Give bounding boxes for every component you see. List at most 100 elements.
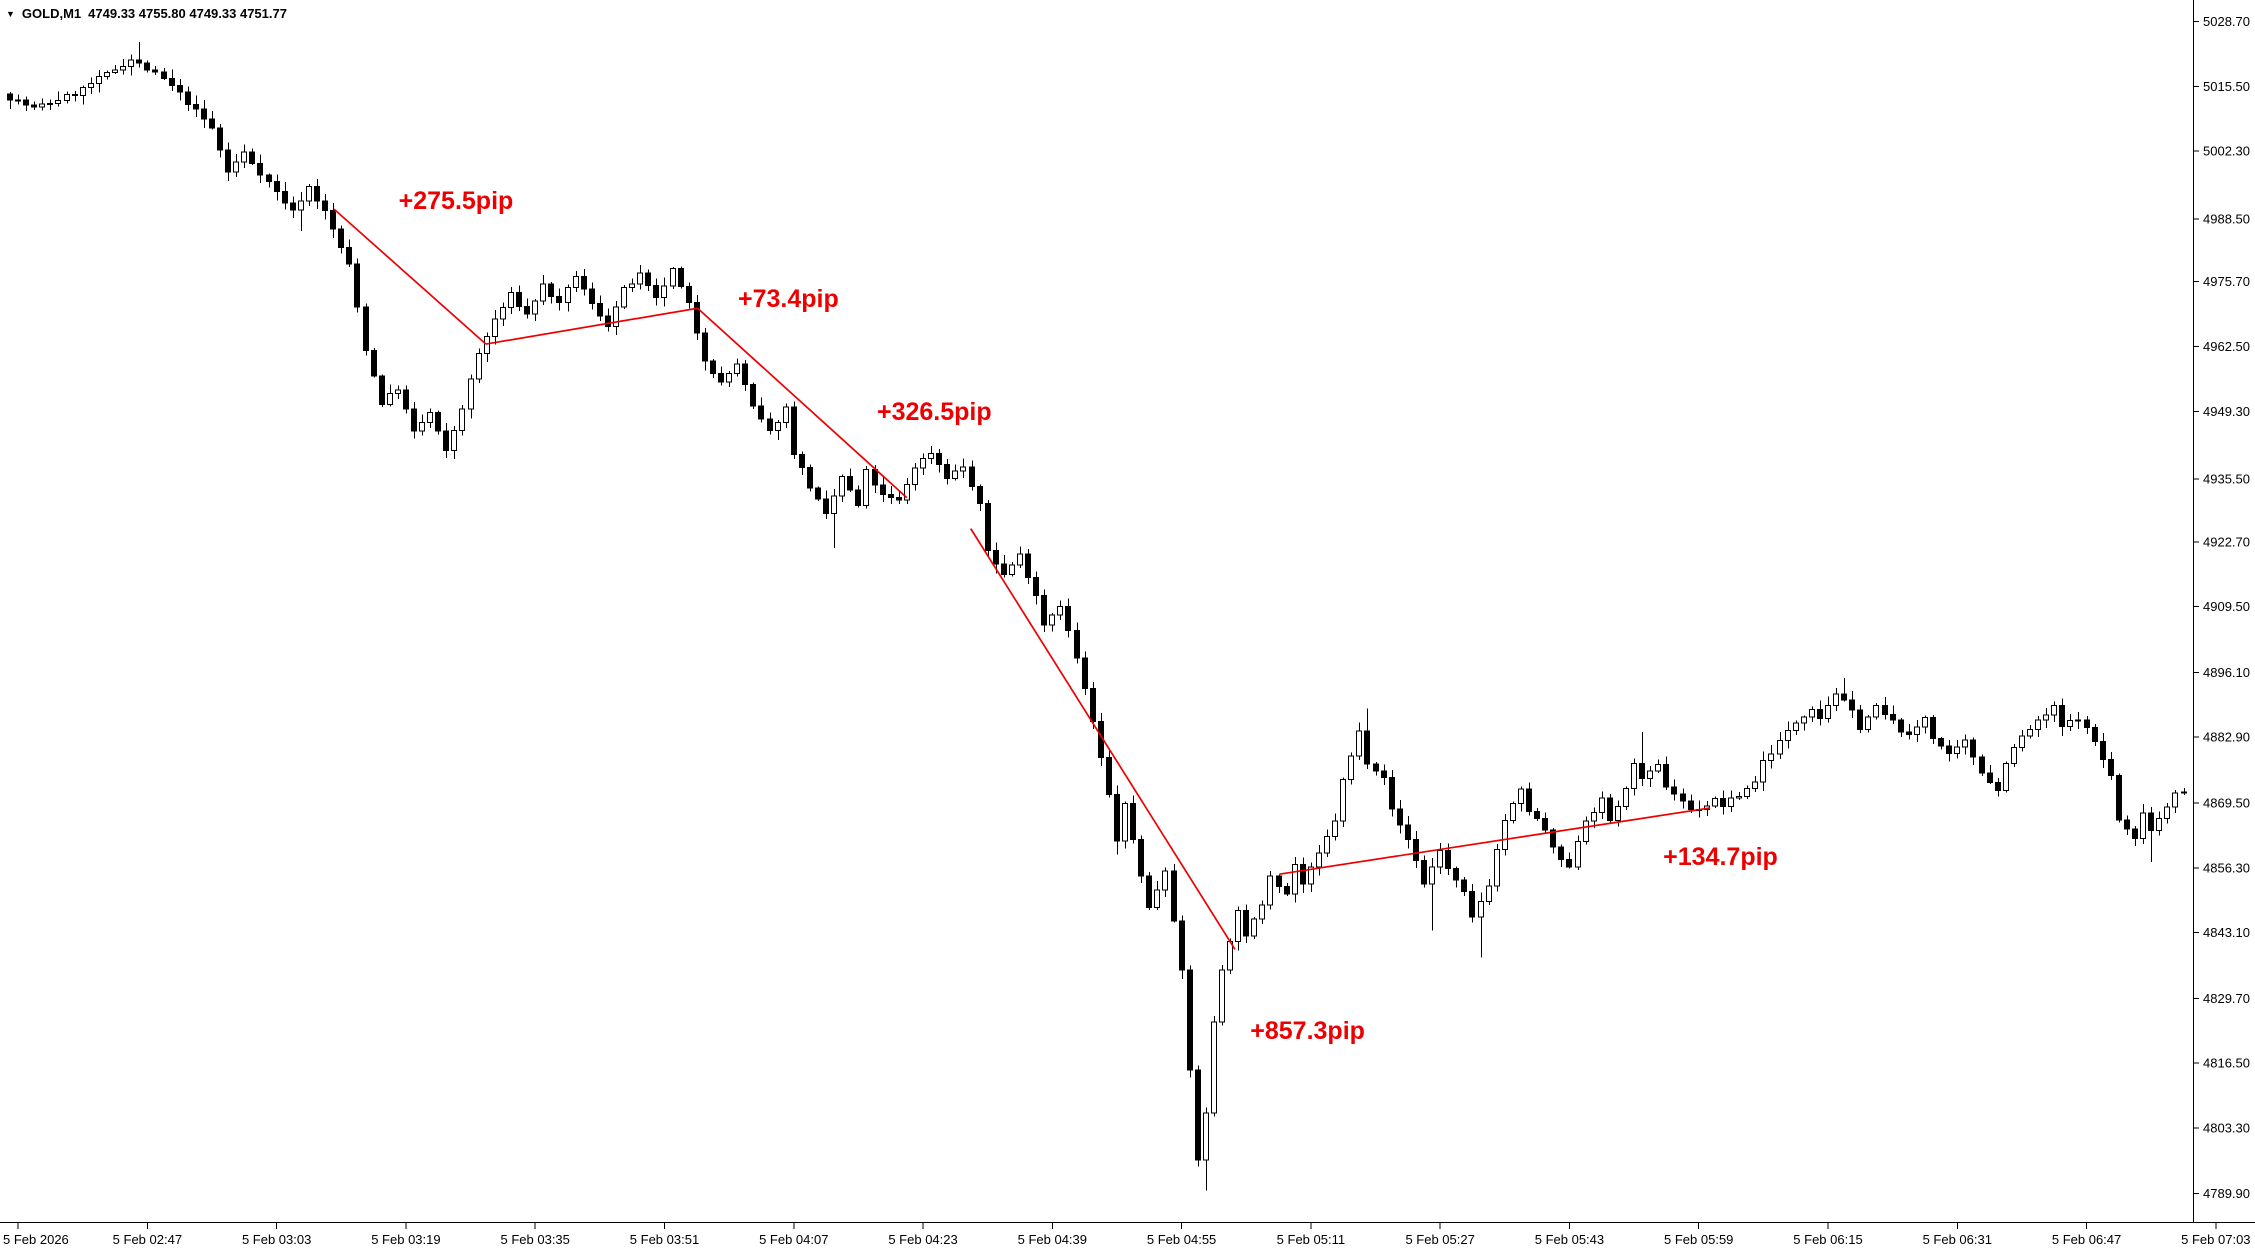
candle-body bbox=[637, 272, 643, 285]
candle-body bbox=[80, 86, 86, 97]
candle-body bbox=[1057, 605, 1063, 616]
candle-body bbox=[863, 468, 869, 507]
price-axis-label: 5015.50 bbox=[2203, 79, 2250, 94]
candle-body bbox=[1389, 777, 1395, 810]
candle-body bbox=[2092, 727, 2098, 743]
time-axis-label: 5 Feb 07:03 bbox=[2181, 1232, 2250, 1247]
candle-body bbox=[904, 483, 910, 501]
candle-body bbox=[1865, 716, 1871, 731]
candle-body bbox=[2043, 714, 2049, 721]
trend-line[interactable] bbox=[485, 307, 698, 345]
candle-body bbox=[15, 99, 21, 102]
candle-body bbox=[1793, 722, 1799, 731]
symbol-name: GOLD,M1 bbox=[21, 6, 82, 21]
candle-body bbox=[282, 190, 288, 204]
candle-body bbox=[1979, 756, 1985, 774]
candle-body bbox=[1090, 688, 1096, 722]
candle-body bbox=[39, 103, 45, 108]
candle-body bbox=[508, 292, 514, 308]
time-axis-label: 5 Feb 06:31 bbox=[1923, 1232, 1992, 1247]
price-scale[interactable]: 5028.70 5015.50 5002.30 4988.50 4975.70 4962.… bbox=[2193, 0, 2250, 1222]
candle-body bbox=[1235, 910, 1241, 942]
candle-body bbox=[734, 363, 740, 375]
time-axis-label: 5 Feb 03:19 bbox=[371, 1232, 440, 1247]
candle-body bbox=[1348, 755, 1354, 780]
candle-body bbox=[1809, 709, 1815, 718]
candle-body bbox=[136, 59, 142, 64]
price-axis-label: 4962.50 bbox=[2203, 339, 2250, 354]
candle-body bbox=[1276, 875, 1282, 888]
candle-body bbox=[1162, 870, 1168, 891]
candle-body bbox=[104, 71, 110, 78]
candle-body bbox=[1987, 772, 1993, 783]
candle-body bbox=[1340, 778, 1346, 822]
candle-body bbox=[7, 93, 13, 101]
time-axis-label: 5 Feb 03:35 bbox=[501, 1232, 570, 1247]
pip-measurement-label: +73.4pip bbox=[738, 285, 839, 314]
candle-body bbox=[492, 318, 498, 338]
trend-line[interactable] bbox=[333, 208, 487, 345]
candle-body bbox=[880, 484, 886, 495]
candle-body bbox=[831, 495, 837, 514]
candle-body bbox=[233, 161, 239, 173]
candle-body bbox=[993, 550, 999, 565]
time-axis-label: 5 Feb 03:51 bbox=[630, 1232, 699, 1247]
candle-body bbox=[823, 498, 829, 514]
candle-body bbox=[96, 76, 102, 85]
price-axis-label: 4975.70 bbox=[2203, 274, 2250, 289]
candle-body bbox=[2035, 719, 2041, 731]
candle-body bbox=[1267, 875, 1273, 906]
candle-body bbox=[678, 268, 684, 287]
candle-body bbox=[1478, 901, 1484, 918]
candle-body bbox=[694, 302, 700, 334]
candle-body bbox=[1599, 797, 1605, 813]
candle-body bbox=[1566, 858, 1572, 868]
candle-body bbox=[1922, 717, 1928, 728]
candle-body bbox=[661, 285, 667, 299]
price-axis-label: 4869.50 bbox=[2203, 796, 2250, 811]
price-axis-label: 4909.50 bbox=[2203, 599, 2250, 614]
trend-line[interactable] bbox=[969, 528, 1236, 950]
candle-body bbox=[468, 378, 474, 410]
candle-body bbox=[1801, 716, 1807, 724]
candle-body bbox=[403, 389, 409, 410]
trend-line[interactable] bbox=[1279, 807, 1711, 876]
candle-body bbox=[2116, 775, 2122, 821]
candle-body bbox=[839, 476, 845, 497]
candle-body bbox=[1211, 1021, 1217, 1114]
candle-body bbox=[1906, 731, 1912, 735]
candle-body bbox=[1647, 770, 1653, 780]
candle-body bbox=[120, 66, 126, 71]
candle-body bbox=[985, 502, 991, 552]
candle-body bbox=[1534, 810, 1540, 820]
candle-body bbox=[540, 283, 546, 302]
candle-body bbox=[702, 332, 708, 362]
candle-body bbox=[1930, 717, 1936, 740]
candle-body bbox=[589, 288, 595, 305]
collapse-arrow-icon[interactable]: ▼ bbox=[6, 9, 15, 19]
candle-body bbox=[1017, 553, 1023, 566]
candle-body bbox=[960, 466, 966, 472]
time-scale[interactable]: 5 Feb 2026 5 Feb 02:47 5 Feb 03:03 5 Feb 03… bbox=[0, 1222, 2255, 1247]
candle-body bbox=[1663, 763, 1669, 788]
candle-body bbox=[1946, 745, 1952, 755]
candle-body bbox=[266, 174, 272, 182]
pip-measurement-label: +275.5pip bbox=[398, 187, 514, 216]
candle-body bbox=[629, 283, 635, 289]
candle-body bbox=[1728, 797, 1734, 808]
trend-line[interactable] bbox=[697, 307, 908, 499]
candle-body bbox=[775, 421, 781, 432]
candle-body bbox=[1154, 889, 1160, 909]
candle-body bbox=[686, 285, 692, 304]
candle-body bbox=[290, 202, 296, 211]
candle-body bbox=[2100, 741, 2106, 760]
candle-body bbox=[1049, 614, 1055, 626]
candle-body bbox=[1292, 864, 1298, 895]
candle-body bbox=[1890, 713, 1896, 721]
candle-body bbox=[346, 247, 352, 265]
candle-body bbox=[1300, 864, 1306, 885]
price-axis-label: 4803.30 bbox=[2203, 1120, 2250, 1135]
pip-measurement-label: +134.7pip bbox=[1663, 843, 1778, 872]
candle-body bbox=[1752, 781, 1758, 789]
